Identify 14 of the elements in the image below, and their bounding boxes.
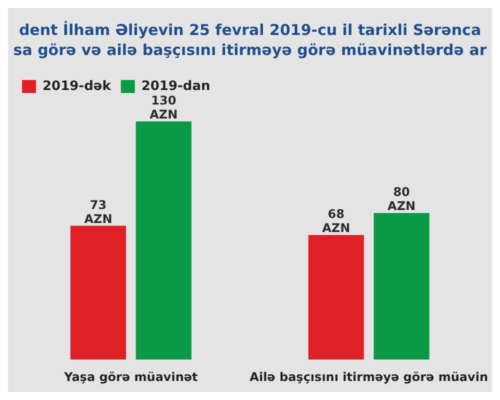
data-label: 80 AZN bbox=[388, 185, 416, 214]
data-label: 130 AZN bbox=[150, 93, 178, 122]
bar bbox=[308, 234, 364, 360]
data-label: 68 AZN bbox=[322, 207, 350, 236]
chart-subtitle: sa görə və ailə başçısını itirməyə görə müavinətlərdə ar bbox=[13, 40, 488, 59]
bar bbox=[136, 121, 192, 360]
data-label: 73 AZN bbox=[84, 198, 112, 226]
bar bbox=[70, 226, 126, 360]
bar bbox=[374, 212, 430, 360]
chart-title: dent İlham Əliyevin 25 fevral 2019-cu il tarixli Sərənca bbox=[18, 20, 482, 39]
x-tick-label: Ailə başçısını itirməyə görə müavin bbox=[250, 370, 488, 384]
legend-label: 2019-dək bbox=[42, 78, 112, 94]
legend-label: 2019-dan bbox=[141, 78, 210, 94]
x-tick-label: Yaşa görə müavinət bbox=[63, 370, 198, 384]
